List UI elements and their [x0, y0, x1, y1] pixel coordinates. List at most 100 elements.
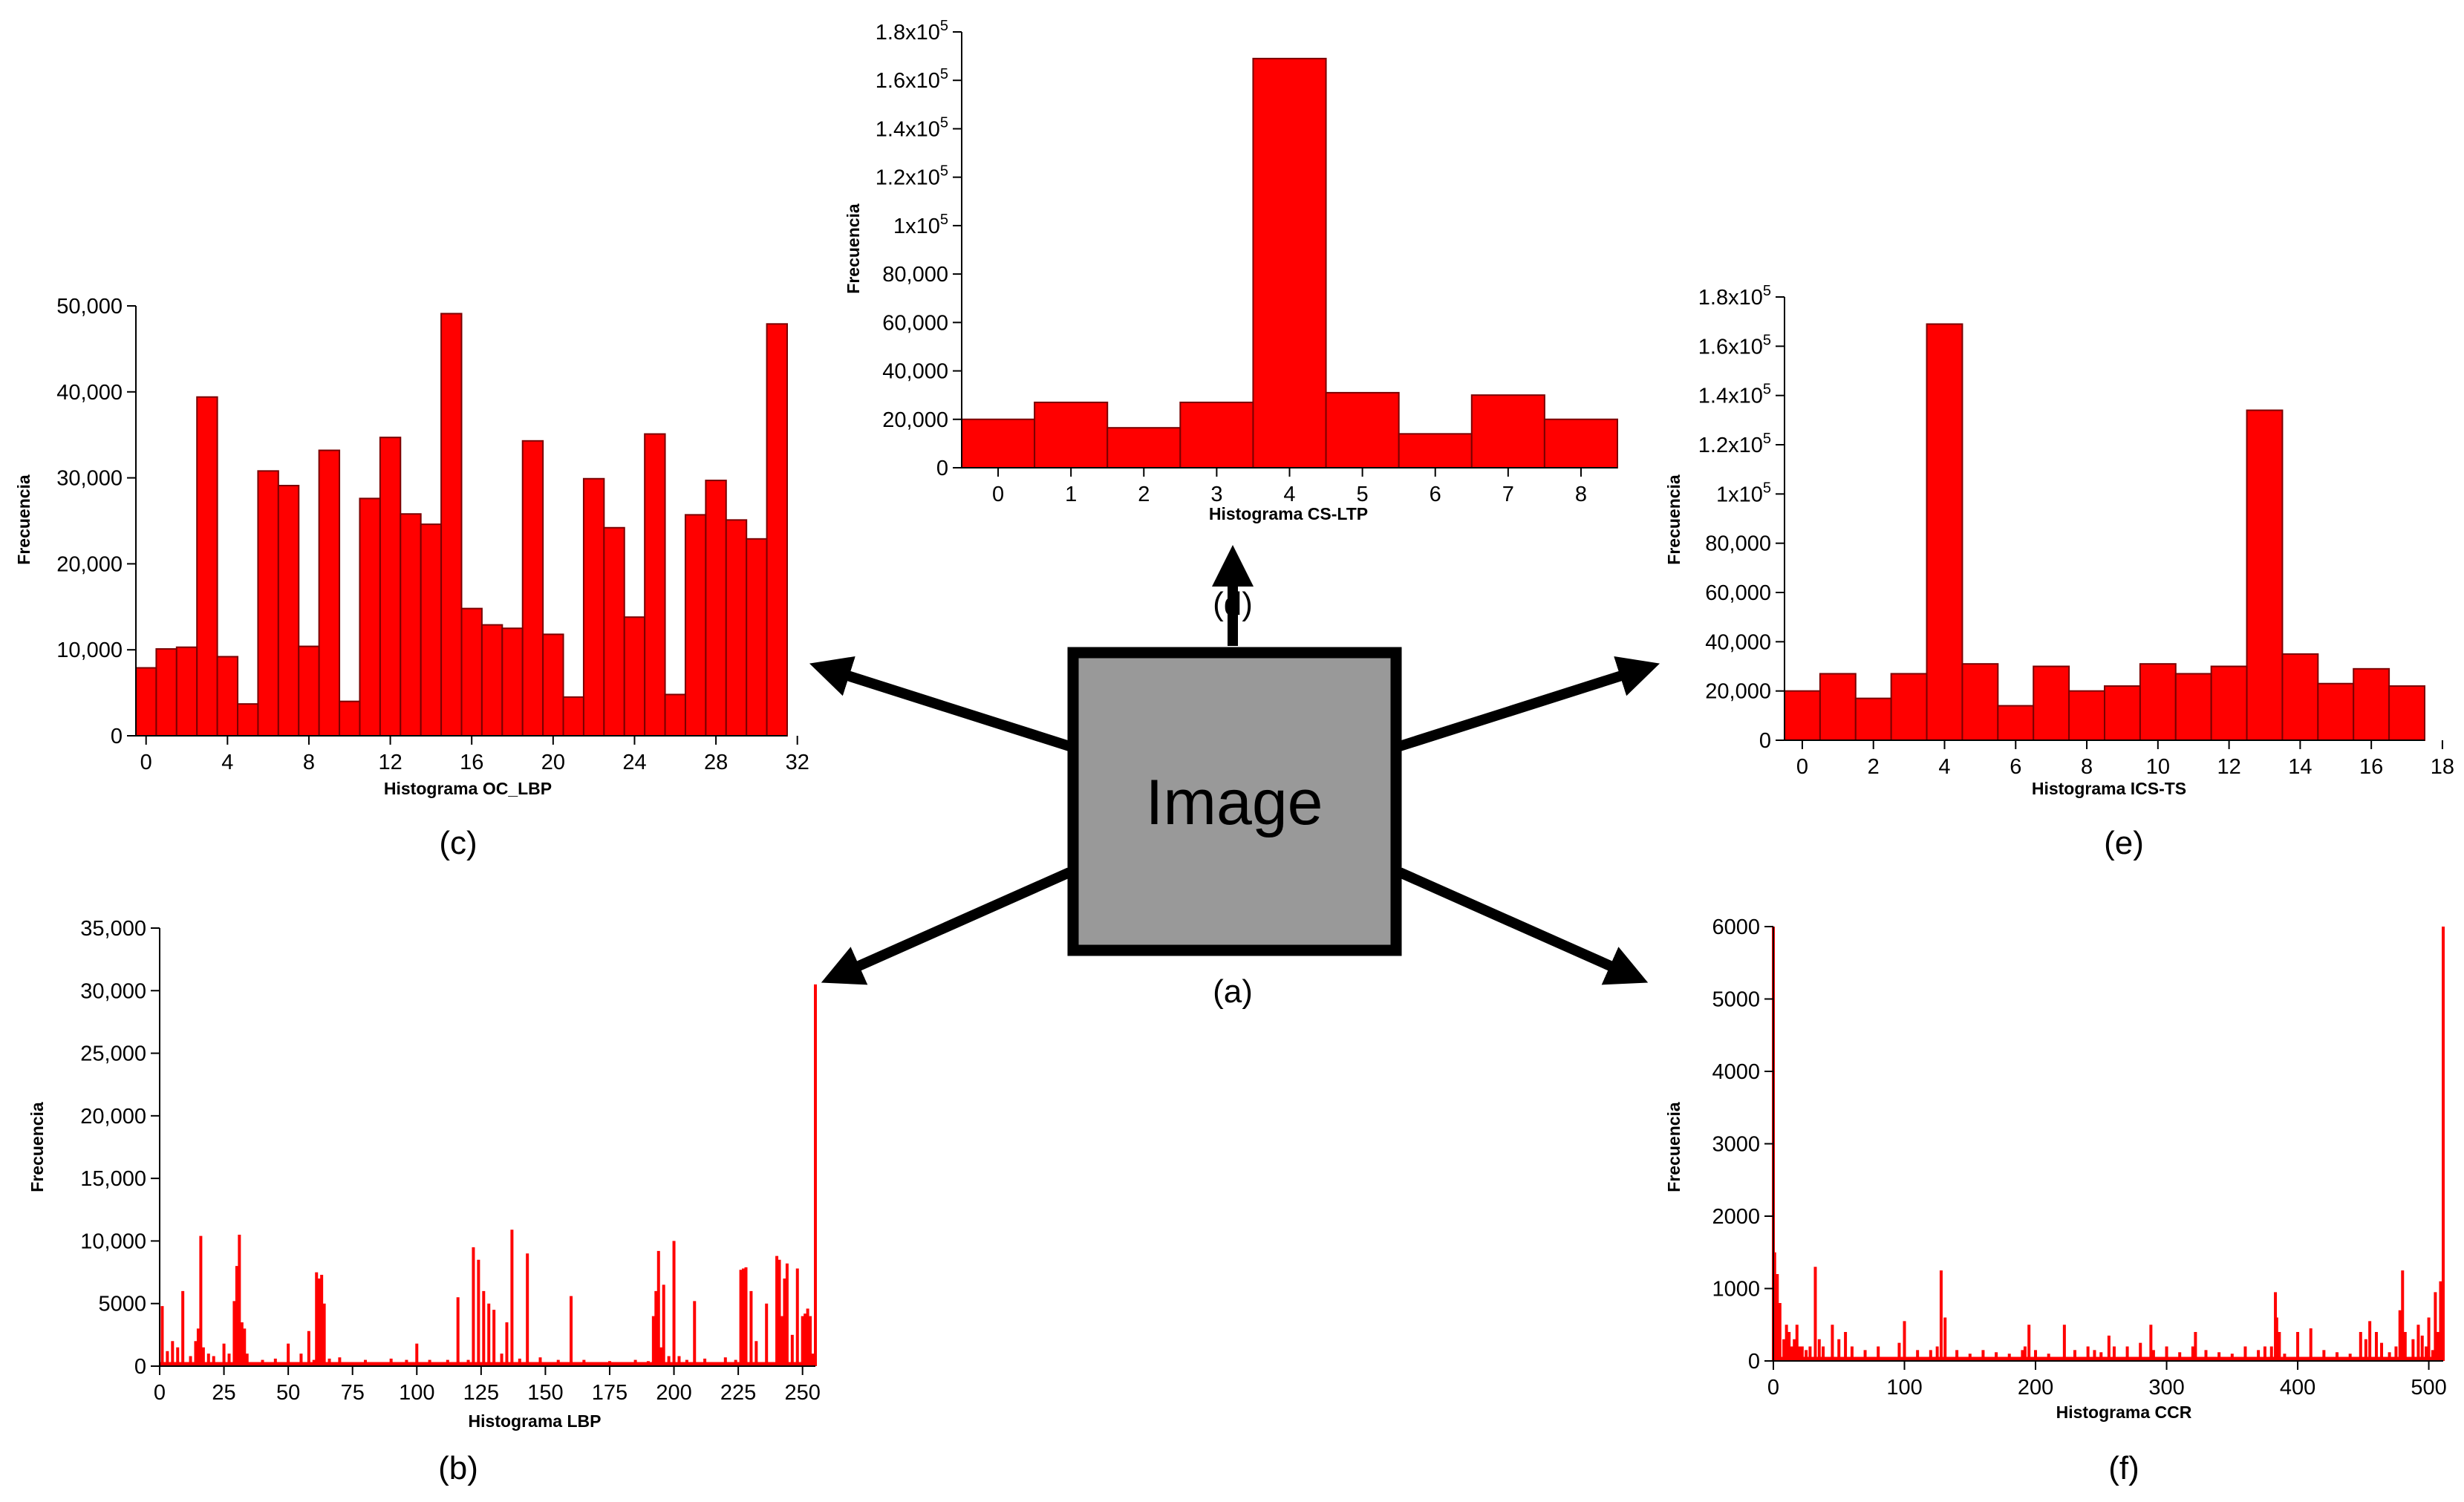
x-tick-label: 250 — [784, 1381, 820, 1405]
bar — [237, 703, 259, 737]
bar — [1543, 418, 1619, 468]
bar — [2068, 690, 2105, 742]
x-tick-label: 200 — [2018, 1376, 2053, 1400]
bar — [2246, 409, 2284, 741]
y-tick-label: 0 — [936, 457, 948, 480]
y-tick-label: 1.8x105 — [1698, 283, 1771, 310]
x-axis-title: Histograma ICS-TS — [2032, 779, 2186, 798]
arrow-to-ics-ts — [1398, 656, 1660, 751]
y-tick-label: 40,000 — [56, 381, 123, 405]
bar — [664, 693, 686, 737]
y-tick-label: 1.2x105 — [876, 163, 948, 190]
x-tick-label: 1 — [1065, 483, 1077, 506]
x-tick-label: 6 — [2010, 755, 2021, 779]
x-tick-label: 500 — [2411, 1376, 2446, 1400]
bar — [1854, 697, 1892, 741]
x-tick-label: 8 — [1575, 483, 1587, 506]
panel-caption: (d) — [1213, 586, 1253, 622]
y-tick-label: 80,000 — [1705, 532, 1771, 556]
arrow-to-ccr — [1398, 867, 1649, 985]
chart-cs-ltp: 0 20,000 40,000 60,000 80,000 1x105 1.2x105 1.4… — [844, 18, 1619, 622]
y-tick-label: 4000 — [1712, 1060, 1760, 1084]
center-node: Image (a) — [1067, 647, 1402, 1010]
y-tick-label: 40,000 — [882, 360, 948, 384]
bar — [298, 645, 320, 737]
y-tick-label: 5000 — [1712, 988, 1760, 1012]
y-tick-label: 2000 — [1712, 1205, 1760, 1229]
arrows — [809, 545, 1660, 985]
x-tick-label: 200 — [656, 1381, 691, 1405]
axes: 0 20,000 40,000 60,000 80,000 1x105 1.2x105 1.4… — [1698, 283, 2454, 779]
y-tick-label: 5000 — [98, 1293, 146, 1316]
x-tick-label: 10 — [2146, 755, 2170, 779]
x-tick-label: 0 — [140, 751, 152, 774]
y-axis-title: Frecuencia — [1664, 1102, 1684, 1192]
bar — [1784, 690, 1821, 742]
y-tick-label: 1x105 — [893, 212, 948, 238]
x-tick-label: 20 — [541, 751, 565, 774]
x-tick-label: 100 — [399, 1381, 434, 1405]
bar — [961, 418, 1036, 468]
bar — [2353, 667, 2390, 741]
y-tick-label: 0 — [111, 725, 123, 748]
bar — [1398, 433, 1473, 468]
x-tick-label: 125 — [463, 1381, 499, 1405]
y-tick-label: 60,000 — [1705, 581, 1771, 605]
x-tick-label: 175 — [592, 1381, 628, 1405]
arrow-to-lbp — [821, 867, 1072, 985]
y-tick-label: 1.8x105 — [876, 18, 948, 45]
bar — [277, 485, 300, 737]
y-tick-label: 35,000 — [80, 917, 146, 941]
bar — [684, 514, 707, 737]
y-tick-label: 60,000 — [882, 311, 948, 335]
x-tick-label: 16 — [2359, 755, 2383, 779]
bars — [961, 57, 1619, 469]
bar — [501, 627, 524, 737]
bars — [135, 313, 788, 737]
bar — [216, 656, 239, 737]
panel-caption: (b) — [438, 1450, 478, 1486]
bar — [725, 519, 748, 737]
y-axis-title: Frecuencia — [844, 203, 863, 294]
bar — [746, 538, 768, 737]
bar — [1470, 394, 1545, 469]
axes: 0 20,000 40,000 60,000 80,000 1x105 1.2x105 1.4… — [876, 18, 1617, 506]
bar — [542, 633, 564, 737]
axes: 0 1000 2000 3000 4000 5000 6000 0 100 200 300 400 50… — [1712, 915, 2446, 1400]
y-tick-label: 6000 — [1712, 915, 1760, 939]
x-tick-label: 225 — [720, 1381, 756, 1405]
y-tick-label: 1.4x105 — [1698, 382, 1771, 408]
chart-ccr: 0 1000 2000 3000 4000 5000 6000 0 100 200 300 400 50… — [1664, 915, 2447, 1486]
x-tick-label: 2 — [1868, 755, 1880, 779]
bar — [1179, 401, 1254, 469]
y-tick-label: 3000 — [1712, 1133, 1760, 1157]
bars — [1772, 927, 2445, 1361]
bar — [2174, 673, 2212, 742]
bar — [644, 433, 666, 737]
bar — [318, 449, 341, 737]
chart-oc-lbp: 0 10,000 20,000 30,000 40,000 50,000 0 4 8 12 16 20… — [14, 295, 809, 861]
x-axis-title: Histograma CS-LTP — [1209, 504, 1368, 523]
y-tick-label: 50,000 — [56, 295, 123, 319]
bar — [460, 607, 483, 737]
bar — [196, 396, 218, 737]
y-tick-label: 10,000 — [56, 639, 123, 662]
x-tick-label: 28 — [704, 751, 728, 774]
x-tick-label: 32 — [786, 751, 809, 774]
x-tick-label: 5 — [1357, 483, 1369, 506]
bar — [562, 696, 584, 737]
y-axis-title: Frecuencia — [27, 1102, 47, 1192]
center-image-label: Image — [1145, 767, 1323, 838]
x-tick-label: 2 — [1138, 483, 1150, 506]
bar — [2317, 682, 2355, 742]
y-tick-label: 20,000 — [80, 1105, 146, 1129]
chart-ics-ts: 0 20,000 40,000 60,000 80,000 1x105 1.2x105 1.4… — [1664, 283, 2454, 861]
bar — [1034, 401, 1109, 469]
y-tick-label: 30,000 — [56, 467, 123, 491]
bar — [2104, 685, 2141, 741]
x-tick-label: 16 — [460, 751, 483, 774]
bar — [359, 497, 381, 737]
y-tick-label: 80,000 — [882, 263, 948, 287]
x-tick-label: 7 — [1502, 483, 1514, 506]
panel-caption: (f) — [2108, 1450, 2139, 1486]
